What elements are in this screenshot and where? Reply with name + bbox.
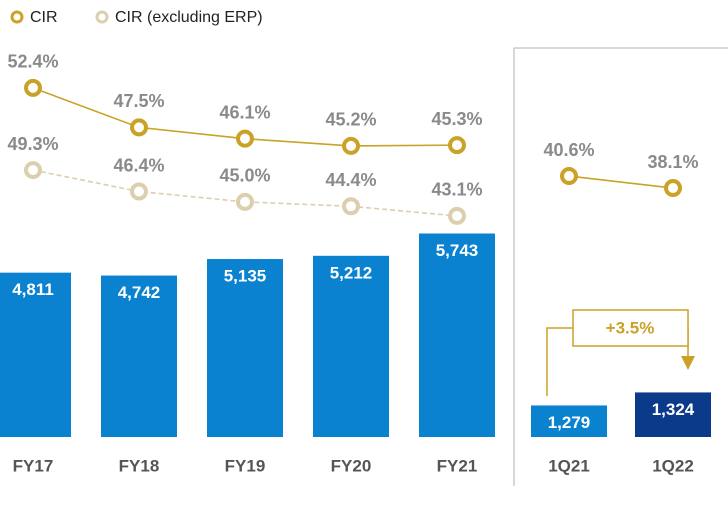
bar — [207, 259, 283, 437]
bar — [101, 275, 177, 437]
bar-label: 4,742 — [118, 283, 161, 302]
line-marker — [342, 136, 360, 155]
data-label: 44.4% — [325, 170, 376, 190]
line-marker — [24, 161, 42, 180]
bar-label: 5,212 — [330, 263, 373, 282]
line-marker — [236, 129, 254, 148]
line — [568, 175, 674, 189]
legend-marker — [95, 10, 109, 24]
data-label: 40.6% — [543, 140, 594, 160]
legend-label: CIR — [30, 9, 58, 26]
bar — [419, 233, 495, 437]
legend-label: CIR (excluding ERP) — [115, 9, 263, 26]
line-marker — [236, 192, 254, 211]
line-marker — [448, 206, 466, 225]
legend-marker — [10, 10, 24, 24]
bar-label: 1,324 — [652, 400, 695, 419]
annotation: +3.5% — [606, 318, 655, 337]
x-tick-label: 1Q21 — [548, 456, 590, 475]
bar-label: 5,135 — [224, 267, 267, 286]
line-marker — [342, 197, 360, 216]
x-tick-label: FY21 — [437, 456, 478, 475]
x-tick-label: FY17 — [13, 456, 54, 475]
bar — [0, 272, 71, 437]
line-marker — [664, 179, 682, 198]
x-tick-label: FY20 — [331, 456, 372, 475]
line-marker — [560, 167, 578, 186]
data-label: 38.1% — [647, 152, 698, 172]
bar — [313, 255, 389, 437]
line-marker — [130, 118, 148, 137]
data-label: 45.2% — [325, 110, 376, 130]
data-label: 49.3% — [7, 134, 58, 154]
line-marker — [24, 78, 42, 97]
arrow-head — [681, 356, 695, 370]
data-label: 45.3% — [431, 109, 482, 129]
data-label: 52.4% — [7, 52, 58, 72]
data-label: 45.0% — [219, 166, 270, 186]
line — [32, 169, 458, 217]
bar-label: 4,811 — [12, 280, 54, 299]
x-tick-label: FY19 — [225, 456, 266, 475]
data-label: 46.4% — [113, 155, 164, 175]
line-marker — [448, 136, 466, 155]
bar — [635, 392, 711, 437]
line-marker — [130, 182, 148, 201]
x-tick-label: 1Q22 — [652, 456, 694, 475]
annotation-box — [572, 309, 689, 347]
bar-label: 1,279 — [548, 413, 591, 432]
data-label: 46.1% — [219, 102, 270, 122]
x-tick-label: FY18 — [119, 456, 160, 475]
bar — [531, 405, 607, 437]
bar-label: 5,743 — [436, 241, 479, 260]
data-label: 43.1% — [431, 180, 482, 200]
data-label: 47.5% — [113, 91, 164, 111]
